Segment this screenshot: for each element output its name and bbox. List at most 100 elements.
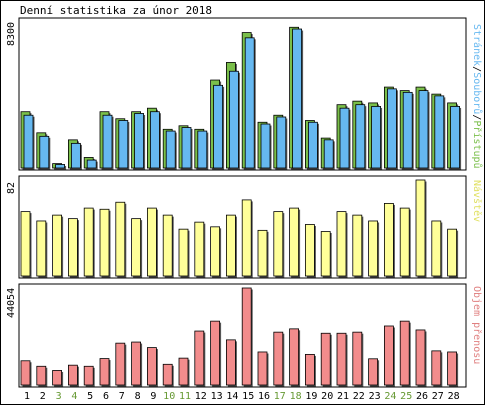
bar-bytes-day-1	[20, 360, 31, 386]
x-tick-label-day-24: 24	[384, 391, 396, 402]
bar-bytes-day-15	[241, 287, 252, 386]
bar-files-day-2	[39, 135, 50, 169]
bar-bytes-day-13	[210, 320, 221, 386]
bar-files-day-19	[307, 121, 318, 169]
x-tick-label-day-19: 19	[305, 391, 317, 402]
x-tick-label-day-25: 25	[400, 391, 412, 402]
bar-bytes-day-22	[352, 331, 363, 386]
bar-visits-day-21	[336, 211, 347, 277]
bar-bytes-day-26	[415, 329, 426, 386]
bar-visits-day-11	[178, 228, 189, 277]
x-tick-label-day-8: 8	[135, 391, 141, 402]
bar-files-day-25	[402, 91, 413, 169]
bar-visits-day-10	[162, 214, 173, 277]
bar-files-day-28	[450, 106, 461, 169]
bar-visits-day-24	[383, 203, 394, 277]
bar-files-day-9	[149, 111, 160, 169]
x-tick-label-day-28: 28	[448, 391, 460, 402]
x-tick-label-day-6: 6	[103, 391, 109, 402]
bar-bytes-day-21	[336, 332, 347, 386]
bar-visits-day-28	[447, 228, 458, 277]
bar-visits-day-23	[368, 220, 379, 277]
bar-visits-day-22	[352, 214, 363, 277]
x-tick-label-day-16: 16	[258, 391, 270, 402]
x-tick-label-day-7: 7	[119, 391, 125, 402]
bar-visits-day-9	[146, 207, 157, 277]
x-tick-label-day-2: 2	[40, 391, 46, 402]
bar-files-day-27	[434, 95, 445, 169]
bar-visits-day-19	[304, 224, 315, 277]
x-tick-label-day-13: 13	[211, 391, 223, 402]
x-tick-label-day-10: 10	[163, 391, 175, 402]
chart-title: Denní statistika za únor 2018	[20, 4, 213, 17]
bar-files-day-26	[418, 90, 429, 169]
bar-visits-day-16	[257, 229, 268, 277]
bar-files-day-23	[371, 106, 382, 169]
bar-visits-day-1	[20, 211, 31, 277]
bar-files-day-11	[181, 127, 192, 169]
x-tick-label-day-27: 27	[432, 391, 444, 402]
bar-visits-day-27	[431, 220, 442, 277]
bar-bytes-day-17	[273, 331, 284, 386]
bar-bytes-day-2	[36, 365, 47, 386]
bar-bytes-day-4	[68, 364, 78, 386]
bar-bytes-day-25	[399, 320, 410, 386]
x-tick-label-day-17: 17	[274, 391, 286, 402]
bar-visits-day-17	[273, 211, 284, 277]
bar-files-day-14	[228, 70, 239, 169]
bar-bytes-day-9	[146, 347, 157, 386]
bar-files-day-12	[197, 130, 208, 169]
bar-files-day-24	[386, 88, 397, 169]
bar-bytes-day-18	[289, 328, 300, 386]
bar-files-day-10	[165, 130, 176, 169]
bar-files-day-15	[244, 37, 255, 169]
x-tick-label-day-3: 3	[56, 391, 62, 402]
x-tick-label-day-1: 1	[24, 391, 30, 402]
bar-visits-day-8	[131, 218, 142, 277]
bar-files-day-22	[355, 104, 366, 169]
bar-visits-day-13	[210, 226, 221, 277]
bar-visits-day-20	[320, 231, 331, 277]
x-tick-label-day-20: 20	[321, 391, 333, 402]
bar-visits-day-26	[415, 179, 426, 277]
bar-bytes-day-7	[115, 342, 126, 386]
bar-visits-day-3	[52, 214, 62, 277]
x-tick-label-day-23: 23	[369, 391, 381, 402]
bar-bytes-day-24	[383, 325, 394, 386]
bar-visits-day-25	[399, 207, 410, 277]
bar-bytes-day-8	[131, 341, 142, 386]
bar-visits-day-4	[68, 218, 78, 277]
x-tick-label-day-12: 12	[195, 391, 207, 402]
bar-files-day-21	[339, 107, 350, 169]
bar-bytes-day-12	[194, 330, 205, 386]
x-tick-label-day-4: 4	[71, 391, 77, 402]
bar-visits-day-7	[115, 201, 126, 277]
bar-visits-day-5	[83, 207, 94, 277]
bar-files-day-5	[86, 159, 97, 169]
bar-files-day-13	[213, 84, 224, 169]
bar-files-day-7	[118, 120, 129, 169]
x-tick-label-day-11: 11	[179, 391, 191, 402]
bar-files-day-6	[102, 114, 113, 169]
x-tick-label-day-15: 15	[242, 391, 254, 402]
bar-bytes-day-19	[304, 353, 315, 386]
bar-visits-day-18	[289, 207, 300, 277]
bar-files-day-17	[276, 116, 287, 169]
bar-files-day-16	[260, 123, 271, 169]
x-tick-label-day-21: 21	[337, 391, 349, 402]
bar-visits-day-6	[99, 208, 110, 277]
x-tick-label-day-14: 14	[226, 391, 238, 402]
bar-visits-day-15	[241, 199, 252, 277]
bar-bytes-day-28	[447, 351, 458, 386]
bar-files-day-20	[323, 139, 334, 169]
bar-bytes-day-5	[83, 365, 94, 386]
bar-bytes-day-6	[99, 358, 110, 386]
bar-visits-day-2	[36, 220, 47, 277]
bar-files-day-8	[134, 113, 145, 169]
bar-visits-day-12	[194, 221, 205, 277]
bar-bytes-day-27	[431, 350, 442, 386]
bar-bytes-day-3	[52, 370, 62, 386]
bar-visits-day-14	[225, 214, 236, 277]
x-tick-label-day-5: 5	[87, 391, 93, 402]
